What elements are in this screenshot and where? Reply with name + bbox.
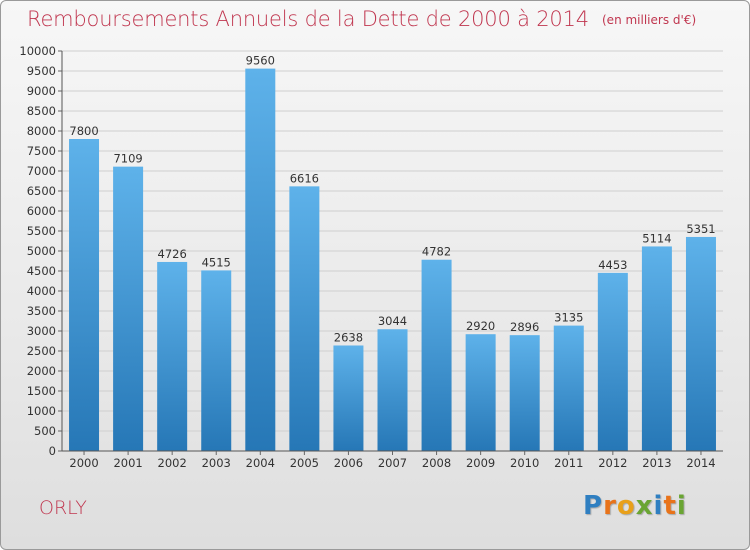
x-tick-label: 2000 <box>69 456 98 470</box>
logo-letter: P <box>583 491 604 521</box>
x-tick-label: 2006 <box>334 456 363 470</box>
logo-letter: i <box>676 491 687 521</box>
y-tick-label: 6000 <box>27 204 56 218</box>
title-row: Remboursements Annuels de la Dette de 20… <box>27 7 696 31</box>
y-tick-label: 3000 <box>27 324 56 338</box>
bar-value-label: 9560 <box>246 54 275 68</box>
y-tick-label: 10000 <box>19 44 56 58</box>
bar-value-label: 3044 <box>378 314 407 328</box>
y-tick-label: 3500 <box>27 304 56 318</box>
x-tick-label: 2013 <box>642 456 671 470</box>
y-tick-label: 4000 <box>27 284 56 298</box>
x-tick-label: 2002 <box>158 456 187 470</box>
bar-value-label: 5114 <box>642 231 671 245</box>
x-tick-label: 2008 <box>422 456 451 470</box>
x-tick-label: 2009 <box>466 456 495 470</box>
bar <box>509 335 540 451</box>
bars: 7800 7109 4726 4515 9560 6616 2638 3044 4782 2920… <box>69 54 716 452</box>
bar-value-label: 7800 <box>69 124 98 138</box>
y-axis-tick-labels: 0 500 1000 1500 2000 2500 3000 3500 4000 4500 5000… <box>19 44 56 458</box>
bar-value-label: 4726 <box>158 247 187 261</box>
bar-value-label: 2638 <box>334 330 363 344</box>
x-tick-label: 2012 <box>598 456 627 470</box>
bar <box>201 270 232 451</box>
x-tick-label: 2007 <box>378 456 407 470</box>
bar <box>113 166 144 451</box>
bar <box>597 272 628 451</box>
logo-letter: x <box>635 491 654 521</box>
y-tick-label: 6500 <box>27 184 56 198</box>
x-tick-label: 2011 <box>554 456 583 470</box>
bar <box>641 246 672 451</box>
y-tick-label: 5500 <box>27 224 56 238</box>
bar <box>685 236 716 451</box>
y-tick-label: 9500 <box>27 64 56 78</box>
y-tick-label: 1500 <box>27 384 56 398</box>
x-tick-label: 2004 <box>246 456 275 470</box>
bar <box>157 261 188 451</box>
y-tick-label: 8500 <box>27 104 56 118</box>
bar <box>421 259 452 451</box>
bar <box>377 329 408 451</box>
bar-value-label: 2920 <box>466 319 495 333</box>
y-tick-label: 4500 <box>27 264 56 278</box>
logo-letter: r <box>603 491 617 521</box>
bar <box>69 139 100 451</box>
town-name: ORLY <box>39 497 87 519</box>
y-tick-label: 7500 <box>27 144 56 158</box>
chart-title: Remboursements Annuels de la Dette de 20… <box>27 7 589 31</box>
y-tick-label: 2000 <box>27 364 56 378</box>
bar <box>333 345 364 451</box>
x-tick-label: 2010 <box>510 456 539 470</box>
bar-value-label: 4782 <box>422 245 451 259</box>
x-axis-tick-labels: 2000 2001 2002 2003 2004 2005 2006 2007 2008 2009… <box>69 451 716 470</box>
bar-value-label: 5351 <box>686 222 715 236</box>
bar-value-label: 3135 <box>554 311 583 325</box>
y-tick-label: 1000 <box>27 404 56 418</box>
x-tick-label: 2014 <box>686 456 715 470</box>
logo-letter: o <box>616 491 636 521</box>
bar-value-label: 6616 <box>290 171 319 185</box>
logo-letter: t <box>663 491 677 521</box>
bar <box>245 68 276 451</box>
x-tick-label: 2001 <box>113 456 142 470</box>
bar-value-label: 2896 <box>510 320 539 334</box>
bar <box>465 334 496 451</box>
y-tick-label: 2500 <box>27 344 56 358</box>
bar <box>553 325 584 451</box>
proxiti-logo: Proxiti <box>583 491 687 521</box>
bar <box>289 186 320 452</box>
bar-value-label: 4515 <box>202 255 231 269</box>
chart-subtitle: (en milliers d'€) <box>602 13 697 27</box>
x-tick-label: 2003 <box>202 456 231 470</box>
y-tick-label: 500 <box>34 424 56 438</box>
logo-letter: i <box>653 491 664 521</box>
x-tick-label: 2005 <box>290 456 319 470</box>
y-tick-label: 9000 <box>27 84 56 98</box>
y-tick-label: 5000 <box>27 244 56 258</box>
y-tick-label: 7000 <box>27 164 56 178</box>
y-tick-label: 8000 <box>27 124 56 138</box>
bar-value-label: 7109 <box>113 152 142 166</box>
bar-value-label: 4453 <box>598 258 627 272</box>
y-tick-label: 0 <box>49 444 56 458</box>
